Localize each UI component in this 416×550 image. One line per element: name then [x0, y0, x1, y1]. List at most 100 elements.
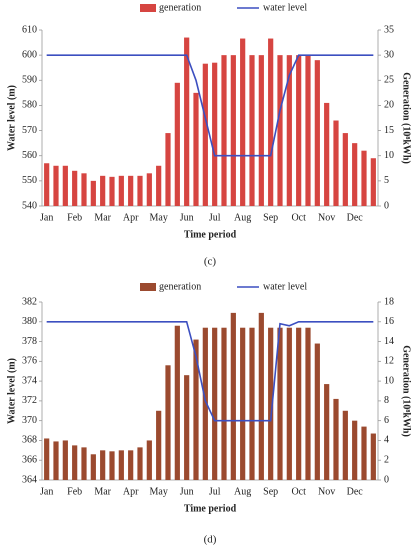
x-tick-label: Aug: [234, 486, 251, 497]
caption: (d): [204, 534, 217, 546]
y2-axis-title: Generation (10⁸kWh): [401, 72, 412, 164]
y-tick-label: 590: [22, 75, 37, 86]
bar: [305, 327, 311, 480]
x-tick-label: Dec: [347, 486, 364, 497]
x-tick-label: Oct: [291, 486, 306, 497]
legend-label: water level: [263, 2, 307, 13]
bar: [230, 312, 236, 480]
bar: [258, 312, 264, 480]
bar: [165, 365, 171, 480]
bar: [240, 38, 246, 207]
y2-tick-label: 2: [384, 455, 389, 466]
bar: [324, 384, 330, 480]
y2-tick-label: 8: [384, 395, 389, 406]
bar: [268, 327, 274, 480]
y2-tick-label: 4: [384, 435, 389, 446]
bar: [109, 176, 115, 206]
y2-tick-label: 10: [384, 150, 394, 161]
bar: [268, 38, 274, 207]
x-tick-label: Apr: [123, 212, 139, 223]
bar: [137, 447, 143, 480]
bar: [44, 163, 50, 206]
bar: [72, 445, 78, 480]
x-tick-label: Jun: [180, 212, 194, 223]
bar: [324, 102, 330, 206]
y-tick-label: 366: [22, 455, 37, 466]
bar: [212, 327, 218, 480]
y-tick-label: 364: [22, 474, 37, 485]
bar: [100, 450, 106, 480]
bar: [230, 55, 236, 207]
bar: [361, 426, 367, 480]
y-tick-label: 580: [22, 100, 37, 111]
y-tick-label: 376: [22, 356, 37, 367]
y-tick-label: 368: [22, 435, 37, 446]
bar: [370, 433, 376, 480]
x-tick-label: Mar: [94, 212, 111, 223]
bar: [146, 173, 152, 206]
bar: [277, 55, 283, 207]
bar: [156, 165, 162, 206]
bar: [81, 173, 87, 206]
legend-swatch: [140, 283, 156, 291]
x-tick-label: Jan: [40, 212, 53, 223]
bar: [202, 63, 208, 206]
bar: [314, 343, 320, 480]
bar: [165, 133, 171, 206]
bar: [128, 450, 134, 480]
x-tick-label: Dec: [347, 212, 364, 223]
y-tick-label: 560: [22, 150, 37, 161]
x-tick-label: Aug: [234, 212, 251, 223]
bar: [333, 398, 339, 480]
y2-tick-label: 18: [384, 296, 394, 307]
legend-label: water level: [263, 281, 307, 292]
x-tick-label: Jul: [209, 486, 221, 497]
bar: [286, 327, 292, 480]
caption: (c): [204, 256, 217, 268]
y2-tick-label: 14: [384, 336, 394, 347]
bar: [221, 55, 227, 207]
bar: [62, 165, 68, 206]
x-axis-title: Time period: [184, 229, 237, 240]
bar: [193, 339, 199, 480]
y-tick-label: 374: [22, 375, 37, 386]
x-tick-label: Apr: [123, 486, 139, 497]
y-tick-label: 550: [22, 175, 37, 186]
bar: [174, 82, 180, 206]
y2-tick-label: 12: [384, 356, 394, 367]
y2-axis-title: Generation (10⁸kWh): [401, 345, 412, 437]
bar: [240, 327, 246, 480]
bar: [352, 143, 358, 206]
y2-tick-label: 16: [384, 316, 394, 327]
bar: [296, 327, 302, 480]
bar: [81, 447, 87, 480]
y-tick-label: 570: [22, 125, 37, 136]
bar: [156, 410, 162, 480]
x-tick-label: Mar: [94, 486, 111, 497]
bar: [90, 180, 96, 206]
bar: [90, 454, 96, 480]
bar: [249, 327, 255, 480]
bar: [361, 150, 367, 206]
bar: [212, 62, 218, 206]
bar: [342, 410, 348, 480]
bar: [146, 440, 152, 480]
bar: [53, 165, 59, 206]
bar: [174, 325, 180, 480]
bar: [314, 60, 320, 206]
line: [46, 54, 374, 157]
bar: [137, 175, 143, 206]
x-tick-label: Oct: [291, 212, 306, 223]
y-tick-label: 370: [22, 415, 37, 426]
y2-tick-label: 30: [384, 49, 394, 60]
bar: [286, 55, 292, 207]
x-tick-label: Feb: [67, 486, 82, 497]
bar: [118, 175, 124, 206]
x-tick-label: Nov: [318, 212, 335, 223]
x-tick-label: May: [149, 486, 167, 497]
bar: [296, 55, 302, 207]
y2-tick-label: 15: [384, 125, 394, 136]
bar: [333, 120, 339, 206]
bar: [370, 158, 376, 206]
